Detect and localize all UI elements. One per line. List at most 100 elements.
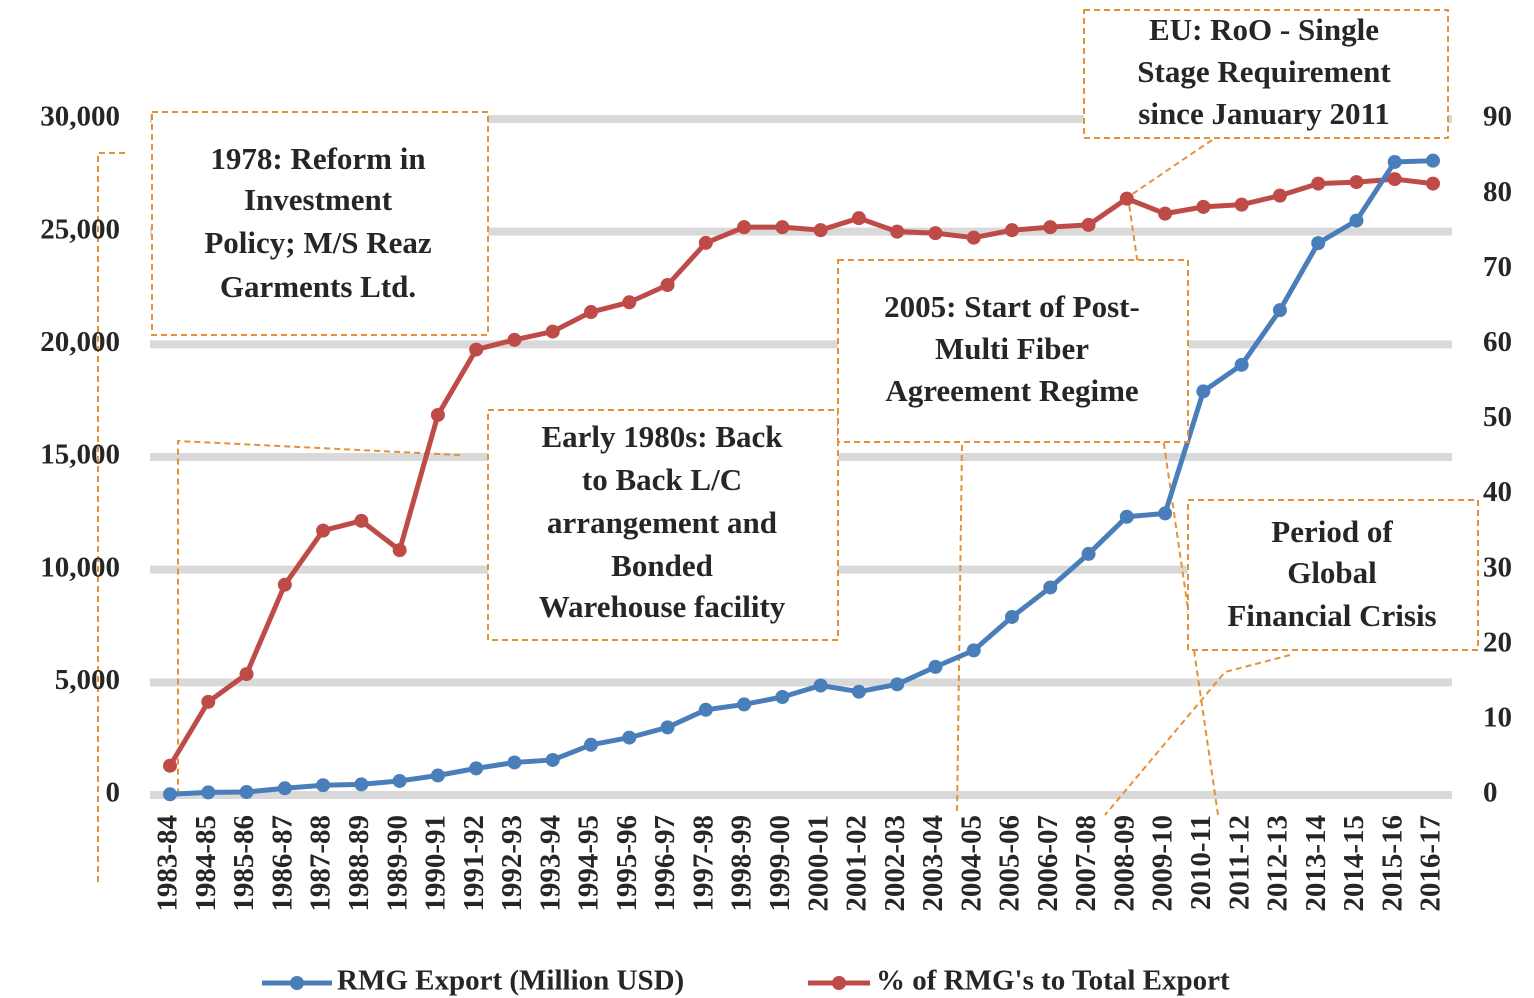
data-point xyxy=(1196,199,1211,214)
y-tick-label: 5,000 xyxy=(55,664,120,696)
data-point xyxy=(622,730,637,745)
x-tick-label: 2000-01 xyxy=(802,815,834,912)
x-tick-label: 1992-93 xyxy=(496,815,528,912)
data-point xyxy=(698,235,713,250)
data-point xyxy=(1158,506,1173,521)
y-tick-label: 20,000 xyxy=(40,326,120,358)
data-point xyxy=(1387,172,1402,187)
x-tick-label: 1998-99 xyxy=(726,815,758,912)
y2-tick-label: 30 xyxy=(1483,551,1512,583)
y2-tick-label: 0 xyxy=(1483,777,1498,809)
x-tick-label: 2004-05 xyxy=(955,815,987,912)
x-tick-label: 1987-88 xyxy=(305,815,337,912)
data-point xyxy=(660,720,675,735)
legend-label: RMG Export (Million USD) xyxy=(337,965,684,997)
y-tick-label: 30,000 xyxy=(40,101,120,133)
annotation-text: Financial Crisis xyxy=(1227,598,1436,633)
data-point xyxy=(966,643,981,658)
data-point xyxy=(890,677,905,692)
data-point xyxy=(737,220,752,235)
series-line xyxy=(169,158,1434,797)
data-point xyxy=(507,755,522,770)
data-point xyxy=(316,778,331,793)
leader-line xyxy=(97,152,125,885)
annotation-box xyxy=(1187,499,1479,651)
x-tick-label: 2016-17 xyxy=(1415,815,1447,912)
data-point xyxy=(545,324,560,339)
x-tick-label: 1995-96 xyxy=(611,815,643,912)
y-tick-label: 10,000 xyxy=(40,551,120,583)
leader-line xyxy=(956,444,963,816)
data-point xyxy=(1272,303,1287,318)
data-point xyxy=(163,787,177,802)
data-point xyxy=(430,407,445,422)
annotation-text: EU: RoO - Single xyxy=(1149,12,1379,47)
y2-tick-label: 40 xyxy=(1483,476,1512,508)
leader-line xyxy=(1126,139,1219,816)
data-point xyxy=(851,684,866,699)
data-point xyxy=(1081,546,1096,561)
y2-tick-label: 70 xyxy=(1483,251,1512,283)
x-tick-label: 2003-04 xyxy=(917,815,949,912)
data-point xyxy=(890,224,905,239)
annotation-text: Multi Fiber xyxy=(935,331,1089,366)
x-tick-label: 1983-84 xyxy=(152,815,184,912)
data-point xyxy=(813,223,828,238)
data-point xyxy=(584,737,598,752)
annotation-text: arrangement and xyxy=(547,505,777,540)
data-point xyxy=(928,226,943,241)
data-point xyxy=(737,697,752,712)
data-point xyxy=(392,773,407,788)
annotation-text: Garments Ltd. xyxy=(220,269,416,304)
x-tick-label: 2001-02 xyxy=(841,815,873,912)
x-tick-label: 2005-06 xyxy=(994,815,1026,912)
data-point xyxy=(1043,220,1058,235)
annotation-text: 1978: Reform in xyxy=(210,141,425,176)
x-tick-label: 2006-07 xyxy=(1032,815,1064,912)
annotation-text: Period of xyxy=(1271,514,1393,549)
y-tick-label: 15,000 xyxy=(40,439,120,471)
series-line xyxy=(167,176,1434,767)
x-tick-label: 1993-94 xyxy=(534,815,566,912)
y2-tick-label: 90 xyxy=(1483,101,1512,133)
data-point xyxy=(1158,206,1173,221)
annotation-text: 2005: Start of Post- xyxy=(884,289,1140,324)
data-point xyxy=(1119,191,1134,206)
data-point xyxy=(1196,384,1211,399)
y-tick-label: 0 xyxy=(106,777,121,809)
data-point xyxy=(201,785,216,800)
x-tick-label: 2008-09 xyxy=(1108,815,1140,912)
data-point xyxy=(201,694,216,709)
data-point xyxy=(1234,197,1249,212)
x-tick-label: 1991-92 xyxy=(458,815,490,912)
data-point xyxy=(239,667,254,682)
x-tick-label: 2002-03 xyxy=(879,815,911,912)
x-tick-label: 1986-87 xyxy=(266,815,298,912)
data-point xyxy=(775,690,790,705)
leader-line xyxy=(1104,654,1291,816)
data-point xyxy=(1234,357,1249,372)
x-tick-label: 1990-91 xyxy=(420,815,452,912)
annotation-text: Agreement Regime xyxy=(885,373,1138,408)
annotation-text: Policy; M/S Reaz xyxy=(204,225,432,260)
data-point xyxy=(1005,609,1019,624)
data-point xyxy=(1387,154,1402,169)
data-point xyxy=(277,577,292,592)
data-point xyxy=(584,305,598,320)
y2-tick-label: 10 xyxy=(1483,702,1512,734)
data-point xyxy=(354,777,369,792)
data-point xyxy=(392,543,407,558)
data-point xyxy=(1349,213,1364,228)
data-point xyxy=(277,781,292,796)
data-point xyxy=(1311,236,1326,251)
data-point xyxy=(966,230,981,245)
x-tick-label: 2014-15 xyxy=(1338,815,1370,912)
y2-tick-label: 20 xyxy=(1483,626,1512,658)
y-tick-label: 25,000 xyxy=(40,213,120,245)
data-point xyxy=(545,752,560,767)
leader-line xyxy=(177,439,461,795)
data-point xyxy=(1005,223,1019,238)
y2-tick-label: 60 xyxy=(1483,326,1512,358)
annotation-text: to Back L/C xyxy=(582,462,742,497)
